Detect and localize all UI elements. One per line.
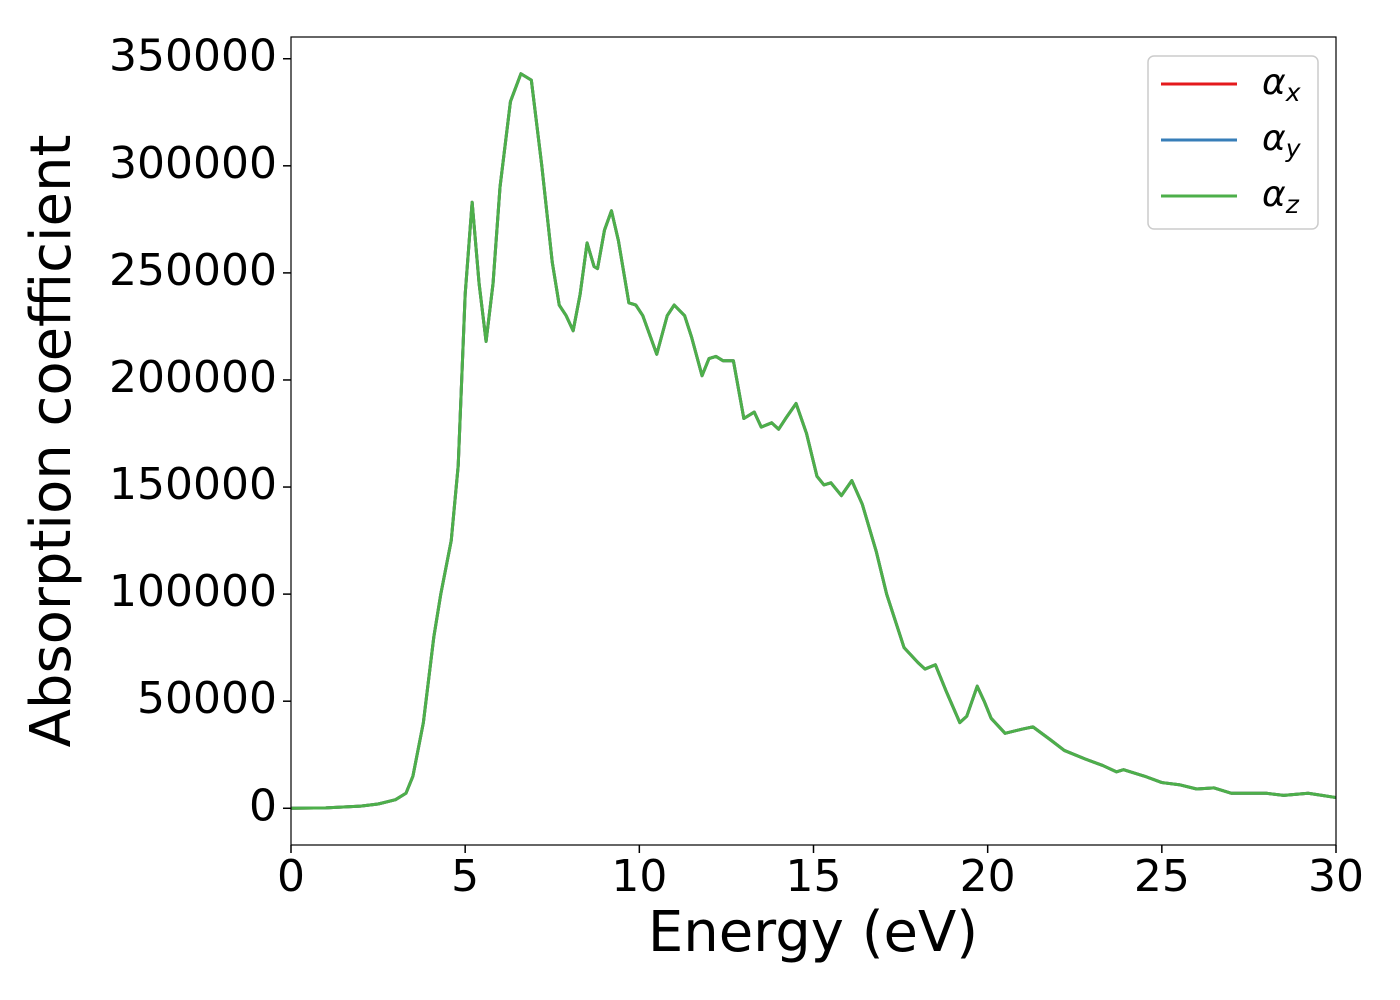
x-tick-label: 15 bbox=[786, 851, 842, 902]
legend-box bbox=[1147, 55, 1319, 230]
x-tick-label: 20 bbox=[960, 851, 1016, 902]
y-tick-label: 100000 bbox=[109, 566, 277, 617]
x-tick-label: 25 bbox=[1134, 851, 1190, 902]
y-tick-label: 50000 bbox=[137, 673, 277, 724]
y-tick-label: 200000 bbox=[109, 352, 277, 403]
y-axis-label: Absorption coefficient bbox=[19, 135, 84, 748]
x-axis-label: Energy (eV) bbox=[648, 900, 978, 965]
series-line bbox=[290, 72, 1337, 810]
y-tick-label: 250000 bbox=[109, 245, 277, 296]
legend-label: αy bbox=[1262, 118, 1302, 163]
legend-label: αz bbox=[1262, 174, 1300, 219]
x-tick-label: 30 bbox=[1308, 851, 1364, 902]
legend-label: αx bbox=[1262, 62, 1301, 107]
x-tick-label: 5 bbox=[451, 851, 479, 902]
y-tick-label: 350000 bbox=[109, 31, 277, 82]
y-tick-label: 0 bbox=[249, 780, 277, 831]
plot-frame bbox=[290, 36, 1337, 846]
y-tick-label: 300000 bbox=[109, 138, 277, 189]
y-tick-label: 150000 bbox=[109, 459, 277, 510]
x-tick-label: 0 bbox=[277, 851, 305, 902]
x-tick-label: 10 bbox=[611, 851, 667, 902]
